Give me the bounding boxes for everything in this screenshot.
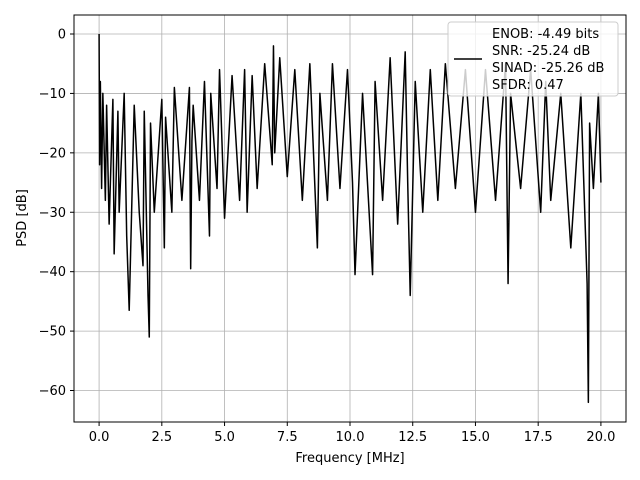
- y-tick-label: −40: [39, 265, 66, 280]
- legend-entry-sinad: SINAD: -25.26 dB: [492, 61, 604, 76]
- x-tick-label: 10.0: [336, 430, 365, 445]
- x-tick-label: 12.5: [398, 430, 427, 445]
- x-tick-label: 2.5: [151, 430, 172, 445]
- legend-box: [447, 21, 619, 97]
- y-tick-label: −30: [39, 206, 66, 221]
- series-layer: [98, 34, 602, 404]
- legend-entry-enob: ENOB: -4.49 bits: [492, 27, 599, 42]
- y-axis-label: PSD [dB]: [15, 189, 30, 247]
- x-tick-label: 17.5: [524, 430, 553, 445]
- psd-series-line: [98, 34, 602, 404]
- legend-entry-sfdr: SFDR: 0.47: [492, 78, 564, 93]
- x-tick-label: 20.0: [586, 430, 615, 445]
- x-tick-label: 15.0: [461, 430, 490, 445]
- y-tick-label: −10: [39, 87, 66, 102]
- legend: ENOB: -4.49 bits SNR: -25.24 dB SINAD: -…: [447, 21, 619, 97]
- x-tick-label: 7.5: [277, 430, 298, 445]
- x-tick-label: 0.0: [89, 430, 110, 445]
- x-axis-ticks: 0.0 2.5 5.0 7.5 10.0 12.5 15.0 17.5 20.0: [89, 422, 615, 445]
- y-tick-label: −60: [39, 384, 66, 399]
- legend-entry-snr: SNR: -25.24 dB: [492, 44, 590, 59]
- y-tick-label: −50: [39, 325, 66, 340]
- x-tick-label: 5.0: [214, 430, 235, 445]
- y-axis-ticks: 0 −10 −20 −30 −40 −50 −60: [39, 28, 74, 399]
- y-tick-label: −20: [39, 146, 66, 161]
- x-axis-label: Frequency [MHz]: [295, 451, 404, 466]
- y-tick-label: 0: [58, 28, 66, 43]
